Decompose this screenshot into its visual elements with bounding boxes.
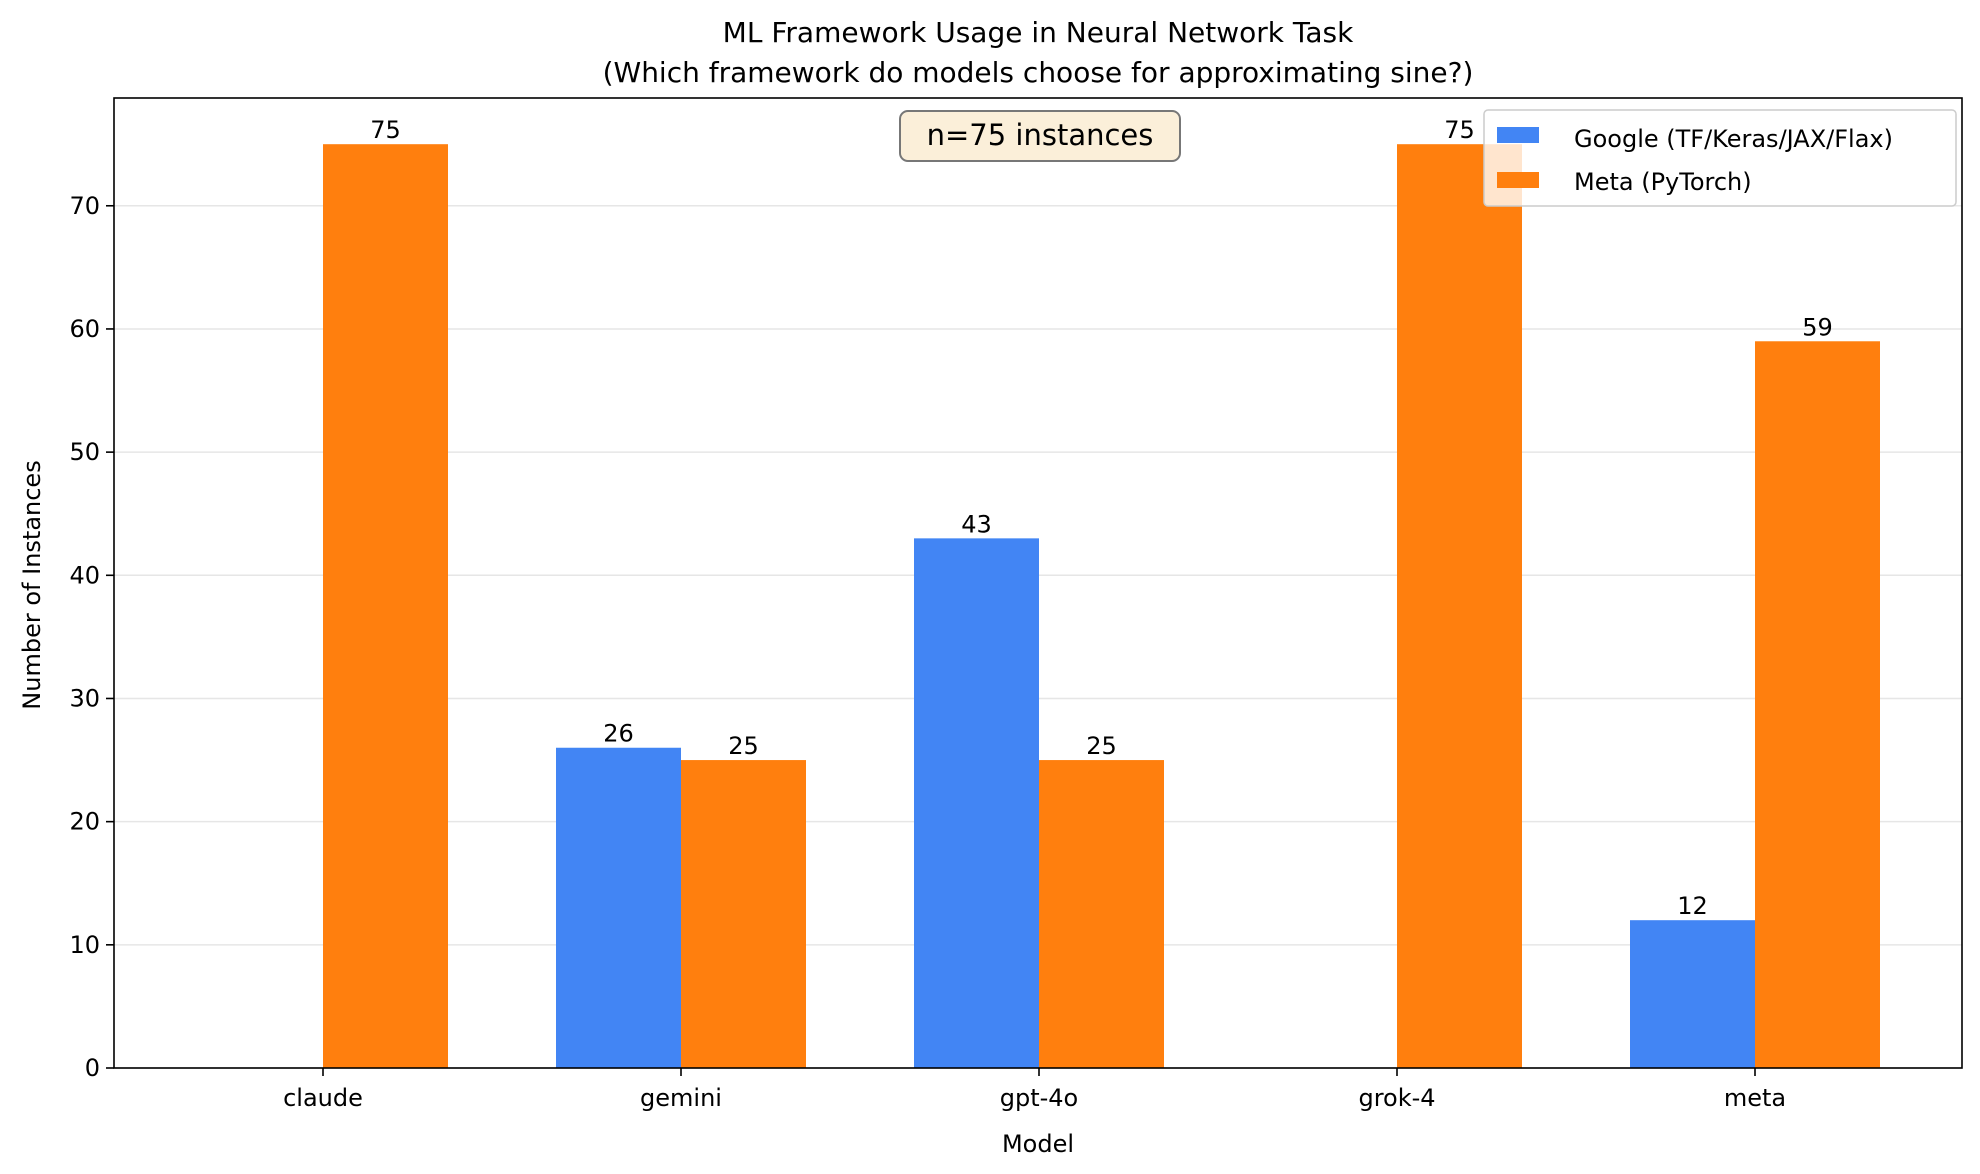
bar-gpt-4o-google	[914, 538, 1039, 1068]
x-tick-label-meta: meta	[1724, 1084, 1786, 1112]
annotation-box: n=75 instances	[899, 110, 1181, 162]
y-tick-label-20: 20	[69, 808, 100, 836]
y-tick-label-50: 50	[69, 438, 100, 466]
bars	[323, 144, 1880, 1068]
chart-title: ML Framework Usage in Neural Network Tas…	[723, 16, 1354, 49]
bar-gemini-google	[556, 747, 681, 1068]
bar-grok-4-meta	[1397, 144, 1522, 1068]
x-tick-label-claude: claude	[283, 1084, 363, 1112]
x-tick-label-grok-4: grok-4	[1358, 1084, 1435, 1112]
bar-claude-meta	[323, 144, 448, 1068]
legend: Google (TF/Keras/JAX/Flax) Meta (PyTorch…	[1483, 109, 1957, 207]
plot-frame	[113, 97, 1963, 1069]
bar-gemini-meta	[681, 760, 806, 1068]
value-label-claude-meta: 75	[370, 116, 401, 144]
x-tick-label-gemini: gemini	[640, 1084, 722, 1112]
chart-subtitle: (Which framework do models choose for ap…	[603, 56, 1474, 89]
legend-label-meta: Meta (PyTorch)	[1574, 168, 1752, 196]
y-axis: 0 10 20 30 40 50 60 70	[69, 192, 114, 1082]
legend-swatch-google	[1497, 127, 1539, 143]
value-label-gemini-meta: 25	[728, 732, 759, 760]
y-tick-label-60: 60	[69, 315, 100, 343]
value-label-gpt-4o-meta: 25	[1086, 732, 1117, 760]
x-axis-label: Model	[1002, 1130, 1074, 1158]
legend-swatch-meta	[1497, 172, 1539, 188]
bar-meta-google	[1630, 920, 1755, 1068]
bar-meta-meta	[1755, 341, 1880, 1068]
x-tick-label-gpt-4o: gpt-4o	[1000, 1084, 1079, 1112]
y-axis-label: Number of Instances	[18, 460, 46, 709]
x-axis: claude gemini gpt-4o grok-4 meta	[283, 1068, 1786, 1112]
value-label-meta-meta: 59	[1802, 313, 1833, 341]
value-label-grok-4-meta: 75	[1444, 116, 1475, 144]
y-tick-label-0: 0	[85, 1054, 100, 1082]
value-label-meta-google: 12	[1677, 892, 1708, 920]
y-tick-label-10: 10	[69, 931, 100, 959]
y-tick-label-30: 30	[69, 684, 100, 712]
value-label-gemini-google: 26	[603, 720, 634, 748]
y-tick-label-40: 40	[69, 561, 100, 589]
bar-gpt-4o-meta	[1039, 760, 1164, 1068]
annotation-text: n=75 instances	[927, 118, 1154, 152]
value-label-gpt-4o-google: 43	[961, 510, 992, 538]
y-tick-label-70: 70	[69, 192, 100, 220]
value-labels: 75 26 25 43 25 75 12 59	[370, 116, 1833, 920]
legend-label-google: Google (TF/Keras/JAX/Flax)	[1574, 125, 1893, 153]
